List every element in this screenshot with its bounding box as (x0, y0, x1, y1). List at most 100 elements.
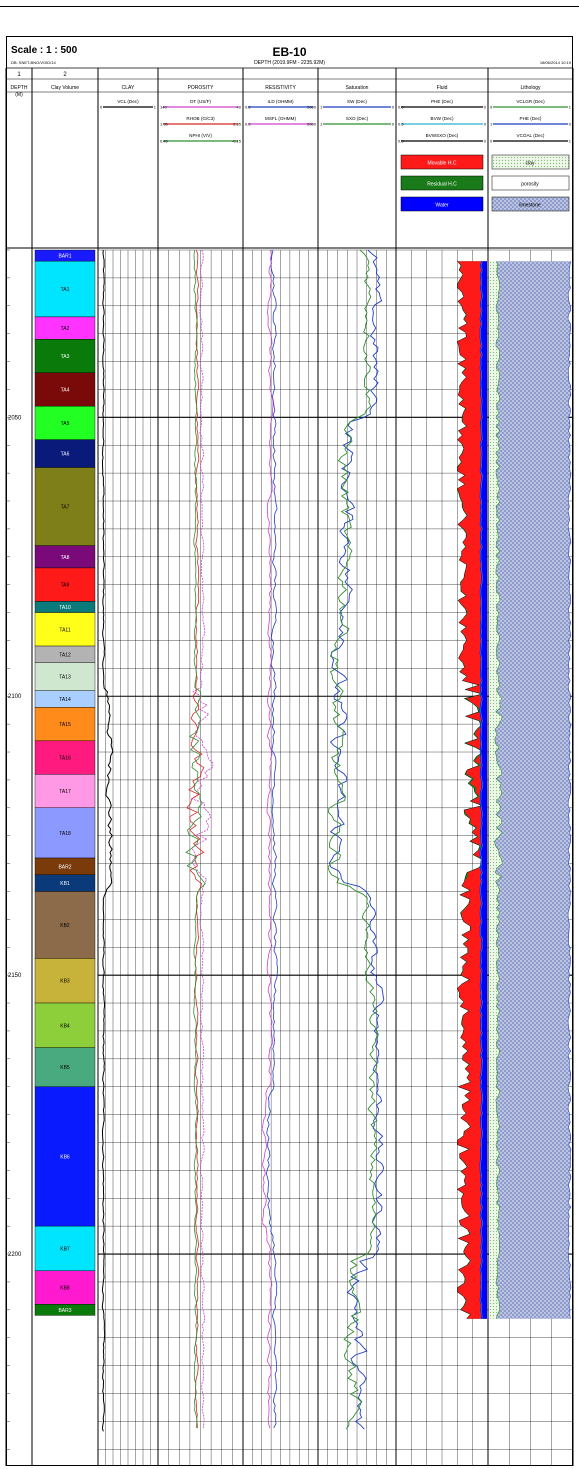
curve-scale-right: 0 (392, 105, 395, 110)
zone-label: KB4 (60, 1023, 70, 1029)
zone-label: TA13 (59, 675, 71, 681)
zone-block (34, 339, 96, 373)
curve-scale-right: 40 (237, 105, 242, 110)
curve-scale-left: 0 (100, 105, 103, 110)
phe-lithology-curve (567, 261, 572, 1319)
curve-scale-right: 2000 (307, 122, 317, 127)
zone-label: BAR3 (58, 1308, 71, 1314)
clay-fill (489, 261, 503, 1319)
curve-label: MSFL (OHMM) (265, 116, 296, 121)
zone-block (34, 807, 96, 859)
zone-label: TA18 (59, 831, 71, 837)
curve-scale-left: 1 (320, 122, 323, 127)
zone-label: TA12 (59, 652, 71, 658)
curve-label: ILD (OHMM) (267, 99, 293, 104)
curve-scale-right: 0 (484, 122, 487, 127)
zone-label: KB8 (60, 1286, 70, 1292)
curve-scale-right: 2000 (307, 105, 317, 110)
dt-curve (191, 249, 214, 1429)
zone-label: TA15 (59, 722, 71, 728)
zone-label: TA1 (61, 287, 70, 293)
zone-label: TA5 (61, 421, 70, 427)
curve-label: SXO (Dec) (346, 116, 369, 121)
bvw-curve (480, 261, 483, 1319)
zone-block (34, 774, 96, 808)
curve-label: VCOAL (Dec) (517, 133, 545, 138)
zone-label: KB6 (60, 1154, 70, 1160)
curve-scale-right: 1 (569, 139, 572, 144)
curve-label: BVW (Dec) (431, 116, 454, 121)
zone-label: TA8 (61, 555, 70, 561)
fluid-legend-label: Water (435, 203, 448, 209)
curve-label: VCL (Dec) (117, 99, 139, 104)
track-title: POROSITY (188, 85, 215, 91)
nphi-curve (185, 249, 206, 1429)
curve-scale-right: 0 (392, 122, 395, 127)
zone-label: TA11 (59, 627, 70, 633)
curve-label: PHE (Dec) (431, 99, 453, 104)
fluid-legend-swatch (400, 196, 484, 212)
zone-label: BAR2 (58, 864, 71, 870)
track-title: (M) (15, 92, 23, 98)
depth-tick-label: 2200 (8, 1252, 22, 1258)
zone-block (34, 260, 96, 318)
curve-scale-right: 0 (484, 139, 487, 144)
curve-scale-left: 140 (160, 105, 167, 110)
zone-label: TA3 (61, 354, 70, 360)
depth-tick-label: 2100 (8, 694, 22, 700)
zone-label: KB5 (60, 1065, 70, 1071)
movable-hc-fill (457, 261, 487, 1319)
vclgr-curve (494, 261, 503, 1319)
lithology-legend-swatch (491, 196, 570, 212)
zone-block (34, 612, 96, 647)
sxo-curve (327, 249, 379, 1430)
curve-scale-right: 0 (569, 122, 572, 127)
curve-scale-left: 0.5 (398, 122, 404, 127)
curve-scale-left: 0.2 (245, 122, 251, 127)
curve-scale-left: 0.5 (398, 139, 404, 144)
print-date: 18/06/2014 10:19 (539, 60, 571, 65)
lithology-legend-label: limestone (519, 203, 541, 209)
curve-label: PHE (Dec) (520, 116, 542, 121)
track-title: Clay Volume (51, 85, 79, 91)
curve-scale-left: 0 (490, 139, 493, 144)
track-title: DEPTH (11, 85, 28, 91)
lithology-legend-label: clay (526, 161, 535, 167)
depth-tick-label: 2050 (8, 415, 22, 421)
fluid-legend-label: Movable H.C (428, 161, 457, 167)
fluid-legend-label: Residual H.C (427, 182, 457, 188)
lithology-legend-swatch (491, 175, 570, 191)
msfl-curve (261, 249, 274, 1429)
zone-block (34, 1002, 96, 1048)
curve-scale-right: 1 (154, 105, 157, 110)
zone-block (34, 467, 96, 546)
curve-scale-left: 0.5 (398, 105, 404, 110)
zone-block (34, 405, 96, 440)
zone-label: KB3 (60, 979, 70, 985)
curve-scale-left: 0.45 (160, 139, 169, 144)
track-title: CLAY (122, 85, 135, 91)
track-title: Fluid (437, 85, 448, 91)
curve-label: BVWSXO (Dec) (426, 133, 459, 138)
zone-label: TA9 (61, 583, 70, 589)
well-title: EB-10 (272, 45, 307, 59)
curve-label: VCLGR (Dec) (516, 99, 545, 104)
zone-block (34, 740, 96, 775)
sw-curve (328, 249, 385, 1430)
track-title: Saturation (346, 85, 369, 91)
track-title: Lithology (520, 85, 541, 91)
phe-fluid-curve (456, 261, 484, 1319)
zone-block (34, 372, 96, 407)
zone-label: KB2 (60, 923, 70, 929)
curve-scale-left: 1.95 (160, 122, 169, 127)
database-label: DB: SNET-BNG/VOID/14 (11, 60, 56, 65)
zone-label: BAR1 (58, 254, 71, 260)
curve-scale-right: 0 (484, 105, 487, 110)
zone-label: TA2 (61, 326, 70, 332)
curve-label: RHOB (G/C3) (186, 116, 215, 121)
zone-label: TA7 (61, 505, 70, 511)
curve-scale-right: 2.95 (233, 122, 242, 127)
top-rule (0, 6, 579, 7)
zone-block (34, 1304, 96, 1316)
